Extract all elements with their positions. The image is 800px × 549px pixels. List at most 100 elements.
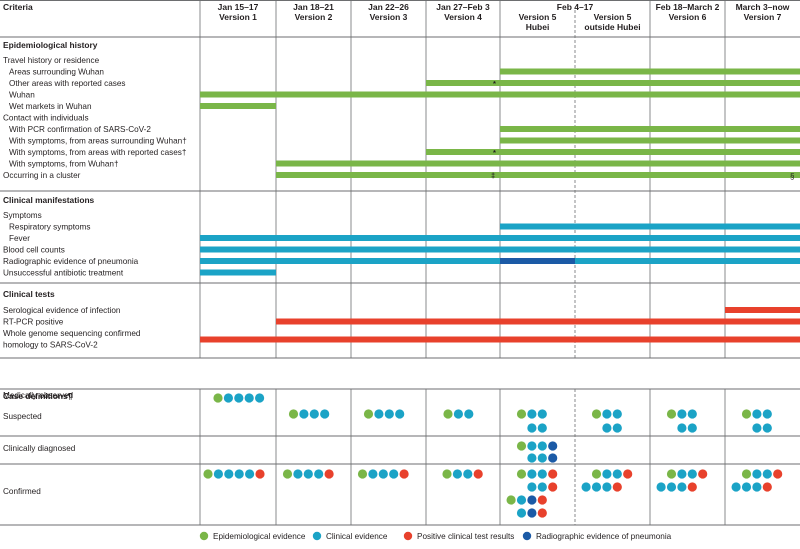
epidemiological-dot [443, 409, 453, 419]
clinical-dot [516, 495, 527, 505]
clinical-dot [687, 423, 697, 433]
criterion-label: Whole genome sequencing confirmed [3, 329, 141, 338]
epidemiological-dot [516, 469, 527, 479]
criterion-label: Unsuccessful antibiotic treatment [3, 269, 124, 278]
criterion-bar [276, 160, 800, 167]
criterion-label: Serological evidence of infection [3, 306, 121, 315]
criterion-bar [500, 223, 800, 230]
clinical-dot [602, 469, 612, 479]
clinical-dot [255, 393, 265, 403]
epidemiological-dot [213, 393, 223, 403]
clinical-dot [527, 423, 537, 433]
clinical-dot [527, 453, 537, 463]
clinical-dot [314, 469, 324, 479]
positive_test-dot [473, 469, 483, 479]
clinical-dot [527, 441, 537, 451]
clinical-dot [537, 453, 547, 463]
epidemiological-dot [506, 495, 516, 505]
epidemiological-dot [442, 469, 452, 479]
criterion-bar [426, 149, 800, 155]
clinical-dot [762, 423, 772, 433]
criterion-label: With symptoms, from Wuhan† [9, 160, 119, 169]
clinical-dot [309, 409, 319, 419]
clinical-dot [537, 469, 547, 479]
section-title: Epidemiological history [3, 40, 98, 50]
clinical-dot [223, 393, 233, 403]
table-frame [0, 0, 800, 526]
epidemiological-dot [203, 469, 213, 479]
positive_test-dot [537, 495, 547, 505]
clinical-dot [527, 409, 537, 419]
positive_test-legend-dot [403, 531, 413, 541]
criterion-bar [725, 307, 800, 313]
clinical-dot [395, 409, 405, 419]
clinical-dot [368, 469, 378, 479]
clinical-dot [752, 482, 762, 492]
radiographic-dot [548, 441, 558, 451]
epidemiological-dot [363, 409, 374, 419]
version-date: Jan 27–Feb 3 [436, 2, 490, 12]
clinical-dot [752, 409, 762, 419]
criterion-bar [500, 137, 800, 144]
clinical-dot [224, 469, 234, 479]
positive_test-dot [687, 482, 697, 492]
clinical-dot [213, 469, 223, 479]
version-date: Jan 15–17 [218, 2, 259, 12]
positive_test-dot [399, 469, 409, 479]
positive_test-dot [255, 469, 265, 479]
section-title: Clinical tests [3, 289, 55, 299]
clinical-dot [452, 469, 462, 479]
positive_test-dot [698, 469, 708, 479]
criterion-label: RT-PCR positive [3, 318, 64, 327]
criteria-bars: * * ‡ § [200, 68, 800, 343]
version-name: Version 4 [444, 12, 482, 22]
clinical-dot [537, 409, 547, 419]
clinical-dot [384, 409, 394, 419]
clinical-dot [234, 469, 244, 479]
clinical-dot [612, 469, 622, 479]
clinical-dot [612, 409, 622, 419]
clinical-dot [299, 409, 309, 419]
criterion-bar [276, 318, 800, 325]
criterion-label: Fever [9, 234, 30, 243]
positive_test-dot [623, 469, 633, 479]
clinical-dot [666, 482, 677, 492]
clinical-dot [762, 469, 772, 479]
footnote-mark: ‡ [491, 171, 495, 180]
epidemiological-dot [591, 469, 602, 479]
clinical-dot [687, 409, 697, 419]
clinical-dot [602, 482, 612, 492]
positive_test-dot [612, 482, 622, 492]
clinical-legend-dot [312, 531, 322, 541]
epidemiological-dot [516, 441, 527, 451]
criterion-bar [200, 91, 800, 98]
radiographic-dot [527, 495, 537, 505]
version-date: March 3–now [736, 2, 790, 12]
radiographic-bar [500, 258, 575, 264]
clinical-dot [245, 469, 255, 479]
epidemiological-dot [288, 409, 299, 419]
criterion-label: homology to SARS-CoV-2 [3, 341, 98, 350]
clinical-dot [320, 409, 330, 419]
criterion-label: Travel history or residence [3, 56, 100, 65]
positive_test-dot [537, 508, 547, 518]
clinical-dot [374, 409, 384, 419]
radiographic-dot [527, 508, 537, 518]
clinical-dot [463, 469, 473, 479]
legend-label: Clinical evidence [326, 532, 388, 541]
criteria-labels: Epidemiological history Clinical manifest… [3, 40, 187, 496]
clinical-dot [677, 423, 687, 433]
epidemiological-dot [741, 469, 752, 479]
positive_test-dot [548, 469, 558, 479]
legend-label: Positive clinical test results [417, 532, 514, 541]
epidemiological-dot [516, 409, 527, 419]
criterion-label: Symptoms [3, 211, 42, 220]
clinical-dot [389, 469, 399, 479]
clinical-dot [378, 469, 388, 479]
footnote-mark: § [790, 172, 794, 181]
version-name: Version 7 [744, 12, 782, 22]
legend-label: Epidemiological evidence [213, 532, 306, 541]
version-date: Feb 18–March 2 [656, 2, 720, 12]
footnote-mark: * [493, 79, 496, 88]
